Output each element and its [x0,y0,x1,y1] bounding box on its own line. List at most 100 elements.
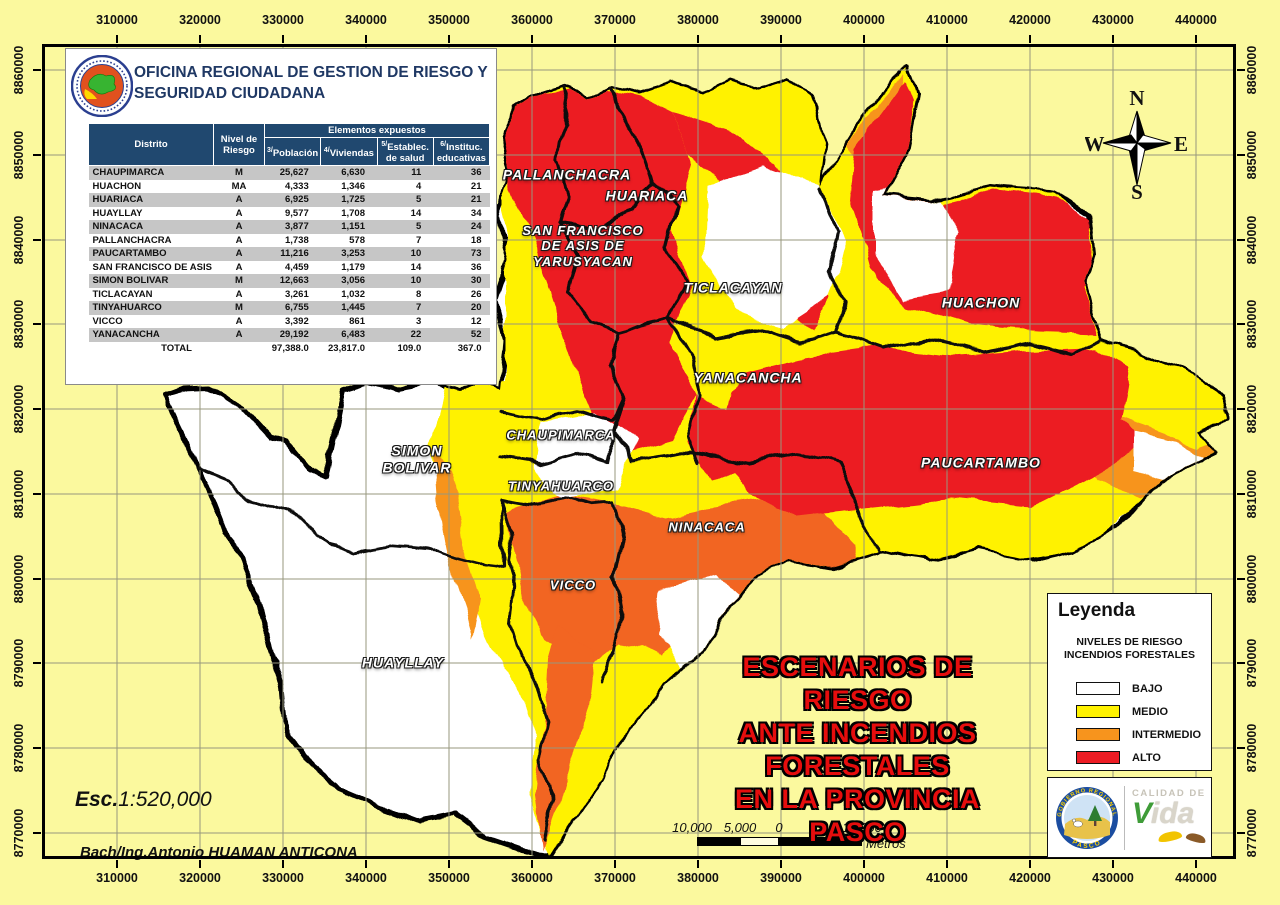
axis-tick [1237,832,1245,834]
scalebar-segment [779,837,862,846]
axis-label-x: 350000 [428,871,470,885]
cell-value: 18 [470,234,482,246]
cell-value: 10 [377,274,434,288]
axis-label-y: 8810000 [1245,469,1259,519]
axis-tick [1112,860,1114,868]
axis-tick [448,860,450,868]
cell-value: 7 [415,234,422,246]
axis-tick [33,239,41,241]
table-row: HUAYLLAY A 9,577 1,708 14 34 [89,207,490,221]
axis-tick [33,578,41,580]
cell-value: 5 [377,193,434,207]
legend-item: ALTO [1048,751,1211,765]
axis-tick [1237,323,1245,325]
axis-tick [1237,239,1245,241]
district-label-tinyahuarco: TINYAHUARCO [507,478,615,494]
map-main-title: ESCENARIOS DE RIESGO ANTE INCENDIOS FOREST… [690,651,1025,849]
brand-swoosh-yellow [1157,829,1183,844]
cell-value: 861 [349,315,365,327]
cell-value: A [235,261,243,273]
table-row: CHAUPIMARCA M 25,627 6,630 11 36 [88,165,490,180]
scalebar-segment [740,837,779,846]
table-row: SAN FRANCISCO DE ASIS A 4,459 1,179 14 36 [89,261,490,275]
axis-label-x: 420000 [1009,871,1051,885]
axis-label-x: 390000 [760,871,802,885]
axis-label-y: 8800000 [1245,554,1259,604]
legend-item: MEDIO [1048,705,1211,719]
cell-value: 1,738 [284,234,309,246]
axis-label-x: 380000 [677,13,719,27]
legend-label: MEDIO [1132,706,1169,718]
table-row: SIMON BOLIVAR M 12,663 3,056 10 30 [88,274,490,288]
axis-label-y: 8860000 [12,45,26,95]
cell-value: 6,630 [320,165,377,180]
scalebar-label: 10,000 [672,820,712,835]
axis-label-y: 8830000 [12,299,26,349]
district-label-huachon: HUACHON [941,294,1021,311]
logo-divider [1124,786,1125,850]
axis-tick [1195,35,1197,43]
cell-distrito: TINYAHUARCO [88,301,214,315]
cell-value: 1,708 [341,207,365,219]
axis-label-x: 320000 [179,13,221,27]
cell-value: A [213,247,265,261]
table-row: YANACANCHA A 29,192 6,483 22 52 [88,328,490,342]
table-row: TINYAHUARCO M 6,755 1,445 7 20 [88,301,490,315]
axis-label-x: 440000 [1175,871,1217,885]
cell-value: 21 [470,180,482,192]
map-title-line: ESCENARIOS DE RIESGO [742,652,973,715]
district-boundaries [196,86,1102,842]
compass-e: E [1174,132,1188,156]
table-row: HUACHON MA 4,333 1,346 4 21 [89,180,490,194]
calidad-de-vida-logo: CALIDAD DE Vida [1132,788,1210,845]
scale-bar: 10,000 5,000 0 10,000 Metros [660,820,920,858]
axis-tick [1237,662,1245,664]
cell-value: 21 [433,193,490,207]
cell-distrito: TICLACAYAN [92,288,153,300]
axis-tick [1195,860,1197,868]
axis-label-y: 8800000 [12,554,26,604]
cell-value: A [235,315,243,327]
table-header-row: 3/Población 4/Viviendas 5/Establec. de sal… [89,136,491,167]
cell-value: A [213,193,265,207]
cell-value: 1,725 [320,193,377,207]
scalebar-label: 5,000 [723,820,757,835]
cell-distrito: CHAUPIMARCA [88,165,214,180]
gobierno-regional-pasco-seal-icon: GOBIERNO REGIONAL PASCO [1056,787,1118,850]
district-label-huayllay: HUAYLLAY [361,654,445,671]
legend-subtitle: NIVELES DE RIESGO INCENDIOS FORESTALES [1063,636,1196,661]
map-title-line: PASCO [809,817,906,847]
legend-item: INTERMEDIO [1048,728,1211,742]
cell-value: 3,253 [320,247,377,261]
axis-label-x: 360000 [511,871,553,885]
cell-value: 14 [410,207,422,219]
district-label-ninacaca: NINACACA [668,519,746,535]
total-value: 23,817.0 [320,341,377,356]
legend-label: ALTO [1132,752,1161,764]
axis-tick [282,35,284,43]
axis-label-y: 8860000 [1245,45,1259,95]
cell-distrito: PALLANCHACRA [92,234,172,246]
total-value: 367.0 [433,341,490,356]
district-label-pallanchacra: PALLANCHACRA [502,166,632,183]
map-title-line: FORESTALES [765,751,950,781]
cell-value: 5 [377,220,434,234]
cell-value: 14 [410,261,422,273]
col-header: 5/Establec. de salud [376,136,434,167]
cell-value: M [213,301,265,315]
col-header: 6/Instituc. educativas [432,136,491,167]
cell-value: A [213,328,265,342]
legend-swatch-alto [1076,751,1120,764]
col-header-nivel: Nivel de Riesgo [213,122,265,167]
author-credit: Bach/Ing.Antonio HUAMAN ANTICONA [80,844,358,861]
cell-value: 4 [415,180,422,192]
axis-label-y: 8780000 [1245,723,1259,773]
axis-tick [1237,747,1245,749]
cell-value: 11,216 [264,247,321,261]
cell-value: 24 [433,220,490,234]
axis-tick [116,35,118,43]
cell-value: 3,056 [320,274,377,288]
axis-tick [365,860,367,868]
svg-text:PASCO: PASCO [1071,839,1103,850]
legend-swatch-intermedio [1076,728,1120,741]
